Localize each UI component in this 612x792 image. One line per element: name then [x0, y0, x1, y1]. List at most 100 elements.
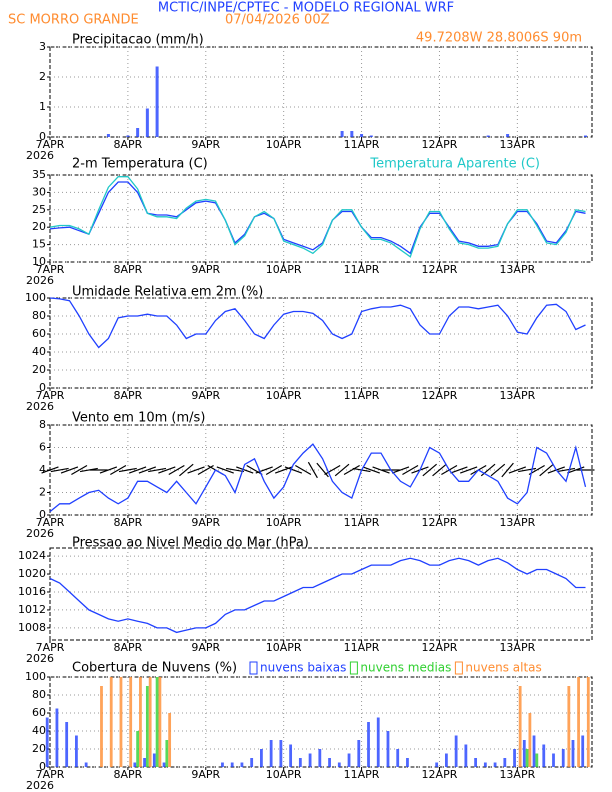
bar [168, 713, 172, 767]
wind-arrow [518, 467, 537, 473]
y-tick-label: 0 [39, 381, 46, 394]
legend-swatch [249, 661, 258, 675]
bar [155, 677, 159, 767]
x-year-label: 2026 [26, 527, 54, 540]
bar [561, 749, 565, 767]
bar [155, 66, 159, 137]
bar [542, 744, 546, 767]
wind-arrow [343, 464, 360, 476]
wind-arrow [362, 466, 380, 474]
bar [369, 135, 373, 137]
bar [464, 744, 468, 767]
legend-label: nuvens baixas [260, 661, 346, 675]
bar [444, 753, 448, 767]
wind-arrow [118, 467, 137, 473]
x-tick-label: 12APR [422, 516, 458, 529]
bar [337, 762, 341, 767]
y-tick-label: 30 [32, 185, 46, 198]
x-tick-label: 13APR [499, 768, 535, 781]
wind-arrow [334, 463, 350, 477]
bar [493, 762, 497, 767]
bar [165, 740, 169, 767]
wind-arrow [226, 467, 244, 473]
y-tick-label: 20 [32, 220, 46, 233]
wind-arrow [284, 466, 303, 474]
bar [483, 762, 487, 767]
y-tick-label: 20 [32, 363, 46, 376]
bar [571, 740, 575, 767]
x-tick-label: 12APR [422, 768, 458, 781]
y-tick-label: 15 [32, 238, 46, 251]
x-tick-label: 8APR [113, 389, 142, 402]
wind-arrow [236, 466, 254, 474]
y-tick-label: 80 [32, 688, 46, 701]
y-tick-label: 1012 [18, 603, 46, 616]
wind-arrow [324, 464, 341, 476]
x-tick-label: 8APR [113, 768, 142, 781]
x-year-label: 2026 [26, 652, 54, 665]
bar [145, 108, 149, 137]
x-tick-label: 8APR [113, 263, 142, 276]
wind-arrow [138, 466, 157, 474]
bar [136, 731, 140, 767]
bar [250, 758, 254, 767]
bar [308, 753, 312, 767]
bar [360, 134, 364, 137]
wind-arrow [128, 466, 147, 474]
bar [518, 686, 522, 767]
series-line [49, 181, 586, 255]
legend-label: Temperatura Aparente (C) [369, 157, 540, 172]
legend-swatch [454, 661, 463, 675]
x-tick-label: 11APR [344, 641, 380, 654]
panel-title: Umidade Relativa em 2m (%) [72, 285, 263, 300]
bar [506, 134, 510, 137]
x-year-label: 2026 [26, 779, 54, 792]
bar [535, 753, 539, 767]
legend-label: nuvens altas [465, 661, 541, 675]
bar [386, 731, 390, 767]
bar [260, 749, 263, 767]
y-tick-label: 4 [39, 463, 46, 476]
bar [552, 753, 555, 767]
x-tick-label: 7APR [36, 263, 65, 276]
bar [289, 744, 293, 767]
series-line [49, 297, 586, 349]
x-tick-label: 13APR [499, 138, 535, 151]
series-line [49, 176, 586, 258]
plot-frame [49, 297, 593, 389]
y-tick-label: 6 [39, 441, 46, 454]
x-tick-label: 10APR [266, 641, 302, 654]
bar [318, 749, 322, 767]
bar [269, 740, 273, 767]
y-tick-label: 40 [32, 345, 46, 358]
x-tick-label: 13APR [499, 641, 535, 654]
bar [513, 749, 516, 767]
bar [279, 740, 283, 767]
wind-arrow [187, 466, 205, 474]
bar [454, 735, 458, 767]
location: SC MORRO GRANDE [8, 13, 139, 28]
y-tick-label: 10 [32, 255, 46, 268]
x-tick-label: 7APR [36, 768, 65, 781]
x-tick-label: 7APR [36, 516, 65, 529]
wind-arrow [508, 466, 527, 474]
bar [528, 713, 532, 767]
y-tick-label: 3 [39, 40, 46, 53]
wind-arrow [50, 467, 69, 473]
bar [525, 749, 529, 767]
wind-arrow [255, 466, 273, 474]
x-tick-label: 7APR [36, 138, 65, 151]
panel-title: 2-m Temperatura (C) [72, 157, 208, 172]
legend-swatch [349, 661, 358, 675]
bar [139, 677, 142, 767]
bar [126, 135, 130, 137]
plot-frame [49, 174, 593, 263]
wind-arrow [460, 466, 478, 474]
panel-title: Pressao ao Nivel Medio do Mar (hPa) [72, 536, 309, 551]
bar [347, 753, 351, 767]
wind-arrow [307, 461, 318, 479]
bar [328, 758, 331, 767]
bar [119, 677, 123, 767]
bar [586, 677, 590, 767]
bar [221, 762, 224, 767]
